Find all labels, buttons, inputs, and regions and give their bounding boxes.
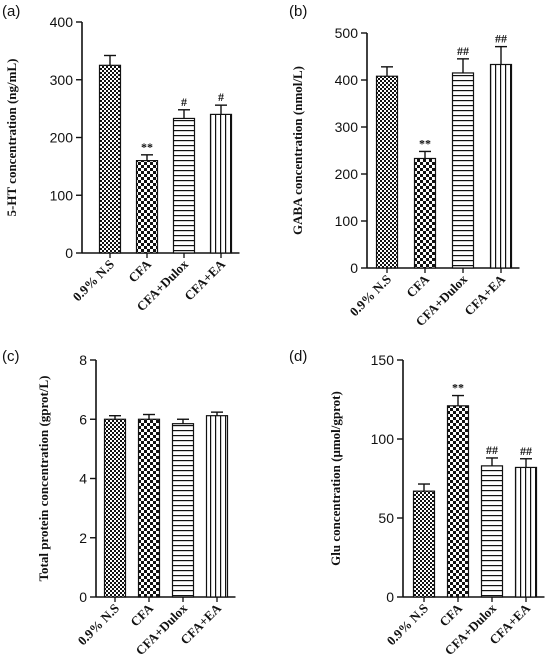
bar-cfa-dulox	[171, 423, 195, 598]
y-tick-label: 100	[335, 213, 359, 229]
significance-label-cfa: **	[141, 140, 153, 154]
y-tick-label: 300	[50, 72, 74, 88]
x-tick-label-cfa: CFA	[125, 256, 154, 285]
y-tick-label: 0	[65, 245, 73, 261]
x-tick-label-saline: 0.9% N.S	[69, 257, 117, 305]
bar-saline	[375, 75, 399, 269]
bar-cfa-ea	[209, 113, 233, 254]
y-tick-label: 200	[335, 166, 359, 182]
x-tick-label-cfa: CFA	[436, 600, 465, 629]
significance-label-cfa-dulox: #	[181, 95, 187, 109]
y-tick-label: 100	[371, 431, 395, 447]
y-axis-label: 5-HT concentration (ng/mL)	[4, 59, 19, 217]
y-axis-label: Total protein concentration (gprot/L)	[36, 376, 51, 582]
significance-label-cfa: **	[452, 381, 464, 395]
y-tick-label: 2	[79, 530, 87, 546]
panel-label: (a)	[2, 3, 20, 20]
significance-label-cfa-dulox: ##	[486, 443, 498, 457]
y-tick-label: 400	[335, 72, 359, 88]
y-tick-label: 0	[386, 589, 394, 605]
x-tick-label-cfa-ea: CFA+EA	[181, 256, 228, 303]
bar-cfa-dulox	[172, 117, 196, 254]
bar-cfa	[135, 160, 159, 254]
x-tick-label-cfa-ea: CFA+EA	[461, 271, 508, 318]
y-tick-label: 4	[79, 471, 87, 487]
y-tick-label: 8	[79, 352, 87, 368]
bar-saline	[103, 418, 127, 598]
x-tick-label-cfa: CFA	[403, 271, 432, 300]
x-tick-label-cfa: CFA	[127, 600, 156, 629]
panel-d-glu-chart: (d) 0 50 100 150 Glu concentration (μmol/gpro…	[289, 348, 545, 658]
y-tick-label: 50	[378, 510, 394, 526]
y-tick-label: 0	[79, 589, 87, 605]
x-tick-label-saline: 0.9% N.S	[346, 272, 394, 320]
y-axis-label: GABA concentration (nmol/L)	[290, 66, 305, 235]
y-tick-label: 150	[371, 352, 395, 368]
y-tick-label: 100	[50, 187, 74, 203]
bar-cfa-ea	[489, 63, 513, 269]
y-axis-label: Glu concentration (μmol/gprot)	[328, 391, 343, 566]
bar-cfa-ea	[205, 415, 229, 598]
bar-cfa	[413, 157, 437, 269]
bar-saline	[98, 64, 122, 254]
bar-cfa-dulox	[451, 72, 475, 269]
panel-label: (b)	[289, 3, 307, 20]
panel-label: (c)	[2, 348, 20, 365]
panel-label: (d)	[289, 348, 307, 365]
bar-cfa-dulox	[480, 465, 504, 598]
significance-label-cfa-ea: ##	[520, 444, 532, 458]
y-tick-label: 300	[335, 119, 359, 135]
significance-label-cfa: **	[419, 136, 431, 150]
significance-label-cfa-dulox: ##	[457, 44, 469, 58]
y-tick-label: 500	[335, 25, 359, 41]
bar-saline	[412, 490, 436, 598]
y-tick-label: 0	[350, 260, 358, 276]
bar-cfa	[446, 405, 470, 598]
significance-label-cfa-ea: #	[218, 90, 224, 104]
panel-c-total-protein-chart: (c) 0 2 4 6 8 Total protein concentration (gpr…	[2, 348, 236, 658]
x-tick-label-saline: 0.9% N.S	[74, 601, 122, 649]
panel-a-5ht-chart: (a) 0 100 200 300 400 5-HT concentration (ng/m…	[2, 3, 240, 314]
bar-cfa	[137, 418, 161, 598]
bar-cfa-ea	[514, 466, 538, 598]
y-tick-label: 200	[50, 130, 74, 146]
x-tick-label-saline: 0.9% N.S	[383, 601, 431, 649]
panel-b-gaba-chart: (b) 0 100 200 300 400 500 GABA concentration (n…	[289, 3, 520, 329]
significance-label-cfa-ea: ##	[495, 32, 507, 46]
y-tick-label: 400	[50, 14, 74, 30]
y-tick-label: 6	[79, 411, 87, 427]
